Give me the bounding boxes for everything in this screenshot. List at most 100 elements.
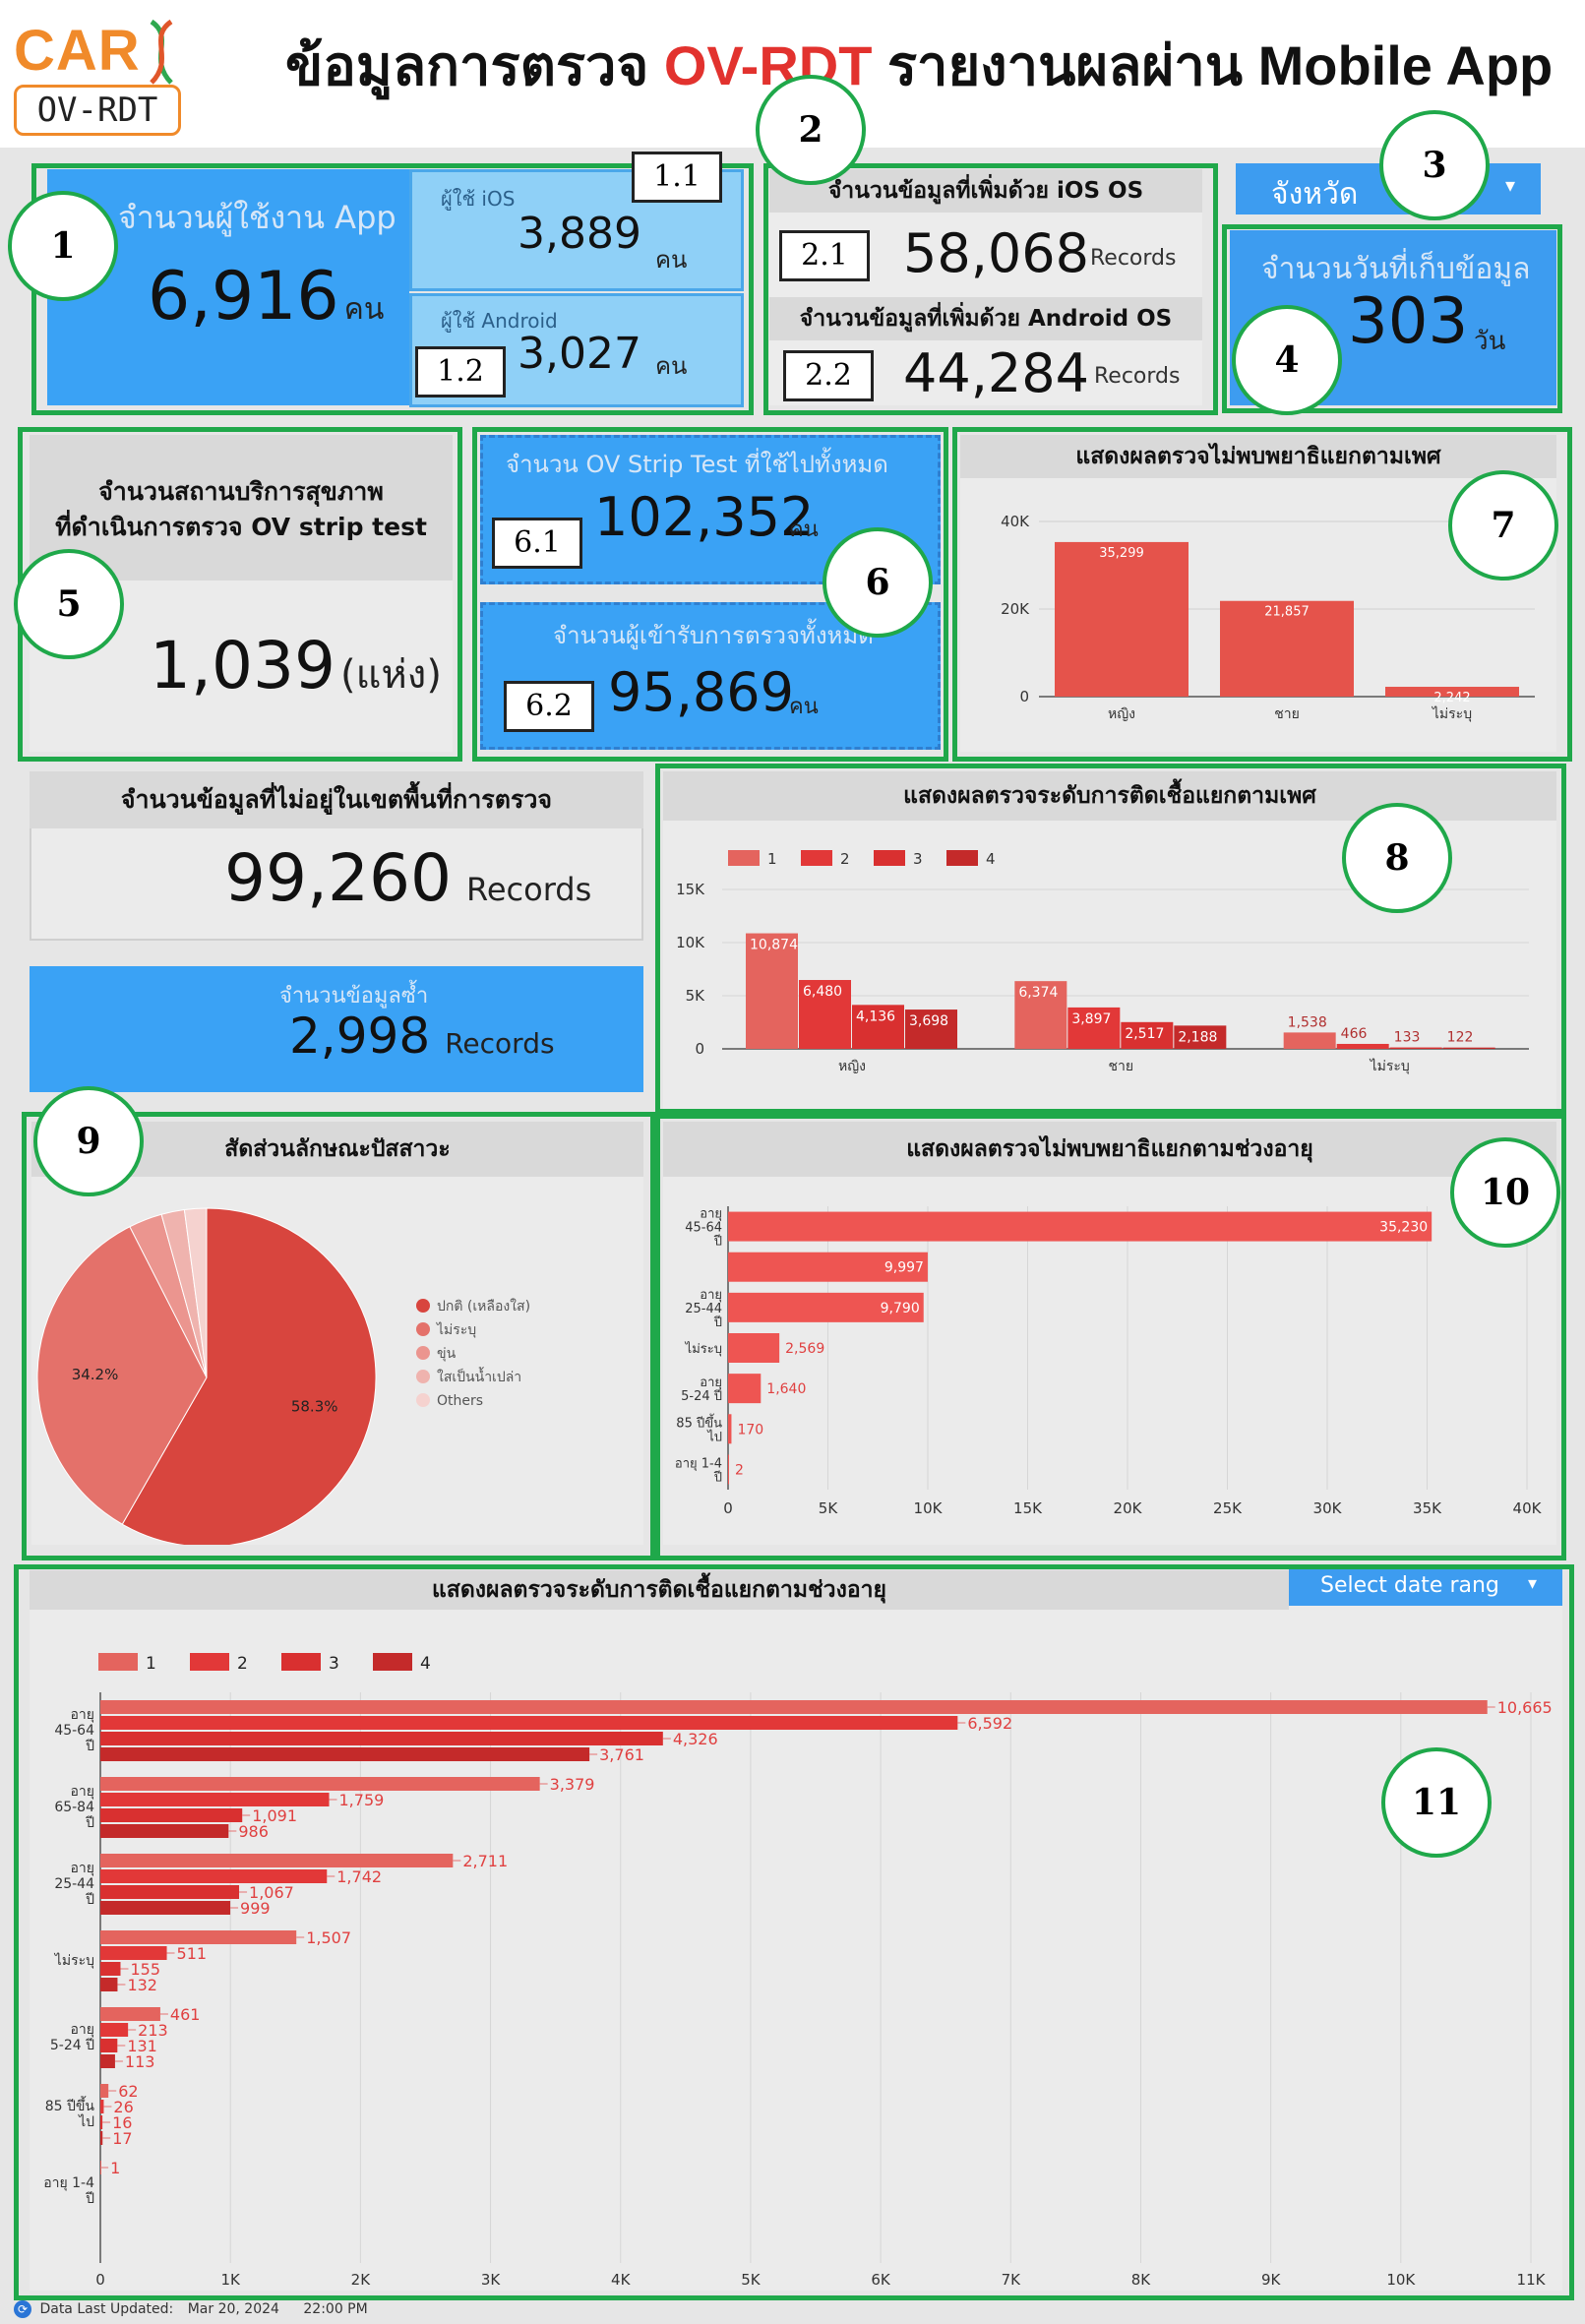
x-tick-label: 6K: [871, 2271, 891, 2289]
data-label: 10,665: [1497, 1698, 1553, 1717]
x-tick-label: 9K: [1261, 2271, 1282, 2289]
outside-area-header: จำนวนข้อมูลที่ไม่อยู่ในเขตพื้นที่การตรวจ: [30, 771, 643, 828]
x-tick-label: 4K: [611, 2271, 632, 2289]
date-range-picker[interactable]: Select date rang ▾: [1289, 1566, 1562, 1606]
bar: [100, 1808, 243, 1822]
marker-1: 1: [8, 191, 118, 301]
marker-6-1: 6.1: [492, 518, 582, 569]
data-label: 466: [1341, 1026, 1368, 1042]
bar: [100, 2054, 115, 2068]
y-tick-label: ปี: [86, 2191, 94, 2207]
bar: [100, 1901, 231, 1915]
refresh-icon: ⟳: [14, 2300, 31, 2318]
legend-swatch: [281, 1653, 321, 1671]
data-label: 1,067: [249, 1883, 294, 1902]
bar: [1442, 1047, 1495, 1049]
data-label: 62: [118, 2082, 138, 2101]
legend-label: ปกติ (เหลืองใส): [437, 1298, 530, 1315]
marker-2-1: 2.1: [779, 230, 870, 281]
days-label: จำนวนวันที่เก็บข้อมูล: [1261, 252, 1531, 286]
legend-label: 2: [840, 850, 850, 868]
bar: [100, 2039, 118, 2052]
bar: [100, 1716, 958, 1730]
y-tick-label: อายุ 1-4: [43, 2175, 94, 2191]
android-records-unit: Records: [1094, 364, 1181, 389]
bar: [1385, 687, 1519, 697]
y-tick-label: ไม่ระบุ: [54, 1952, 94, 1969]
bar: [1220, 600, 1354, 697]
data-label: 1,640: [766, 1381, 806, 1397]
marker-10: 10: [1450, 1137, 1560, 1248]
x-tick-label: 10K: [1386, 2271, 1416, 2289]
legend-swatch: [416, 1370, 430, 1383]
x-tick-label: ไม่ระบุ: [1432, 705, 1472, 722]
x-tick-label: 5K: [741, 2271, 762, 2289]
days-unit: วัน: [1474, 327, 1506, 356]
android-users-value: 3,027: [518, 329, 641, 379]
marker-1-1: 1.1: [632, 152, 722, 203]
bar: [799, 980, 851, 1049]
data-label: 6,592: [967, 1714, 1012, 1733]
footer: ⟳ Data Last Updated: Mar 20, 2024 22:00 …: [14, 2300, 702, 2322]
legend-swatch: [416, 1393, 430, 1407]
x-tick-label: 0: [723, 1499, 733, 1517]
android-users-label: ผู้ใช้ Android: [441, 309, 558, 333]
duplicate-value: 2,998: [289, 1008, 431, 1065]
legend-swatch: [728, 850, 760, 866]
data-label: 3,761: [599, 1745, 644, 1764]
y-tick-label: 5-24 ปี: [681, 1388, 722, 1404]
page-title-post: รายงานผลผ่าน Mobile App: [872, 34, 1554, 96]
data-label: 1,538: [1288, 1014, 1327, 1030]
infection-by-sex-title: แสดงผลตรวจระดับการติดเชื้อแยกตามเพศ: [663, 771, 1556, 821]
data-label: 16: [112, 2113, 132, 2132]
legend-label: ไม่ระบุ: [436, 1321, 476, 1338]
bar: [100, 1854, 454, 1867]
bar: [100, 1962, 121, 1976]
page-title-pre: ข้อมูลการตรวจ: [285, 34, 664, 96]
bar: [100, 2084, 109, 2098]
marker-6: 6: [823, 527, 933, 638]
x-tick-label: 5K: [819, 1499, 839, 1517]
data-label: 2,569: [785, 1341, 824, 1357]
data-label: 155: [130, 1960, 160, 1979]
data-label: 6,480: [803, 984, 842, 1000]
data-label: 10,874: [750, 938, 798, 953]
section-9-frame: [22, 1112, 655, 1560]
x-tick-label: 20K: [1114, 1499, 1143, 1517]
y-tick-label: 20K: [1001, 600, 1030, 618]
bar: [100, 2023, 129, 2037]
data-label: 1,742: [336, 1867, 382, 1886]
data-label: 4,136: [856, 1009, 895, 1024]
legend-swatch: [946, 850, 978, 866]
data-label: 999: [240, 1899, 271, 1918]
data-label: 511: [177, 1944, 208, 1963]
bar: [728, 1292, 924, 1322]
x-tick-label: 8K: [1131, 2271, 1152, 2289]
y-tick-label: 65-84: [54, 1800, 94, 1815]
data-label: 461: [170, 2005, 201, 2024]
section-4-frame: [1222, 224, 1562, 413]
y-tick-label: อายุ: [71, 2022, 94, 2038]
bar: [100, 2115, 103, 2129]
y-tick-label: ไป: [706, 1429, 722, 1444]
data-label: 3,698: [909, 1013, 948, 1029]
y-tick-label: 5K: [686, 987, 706, 1005]
x-tick-label: หญิง: [838, 1059, 866, 1074]
infection-by-age-title: แสดงผลตรวจระดับการติดเชื้อแยกตามช่วงอายุ: [30, 1570, 1289, 1610]
bar: [728, 1252, 928, 1282]
marker-9: 9: [33, 1086, 144, 1196]
logo-top-text: CAR: [14, 19, 141, 83]
section-11-frame: [14, 1564, 1574, 2300]
data-label: 131: [127, 2037, 157, 2055]
footer-time: 22:00 PM: [303, 2301, 368, 2317]
legend-swatch: [416, 1299, 430, 1313]
section-6-frame: [472, 427, 948, 762]
y-tick-label: อายุ: [700, 1376, 722, 1390]
legend-swatch: [98, 1653, 138, 1671]
data-label: 4,326: [673, 1730, 718, 1748]
legend-swatch: [801, 850, 832, 866]
logo-subtitle: OV-RDT: [14, 85, 181, 136]
bar: [1055, 541, 1189, 697]
legend-swatch: [416, 1322, 430, 1336]
chevron-down-icon: ▾: [1527, 1573, 1537, 1594]
